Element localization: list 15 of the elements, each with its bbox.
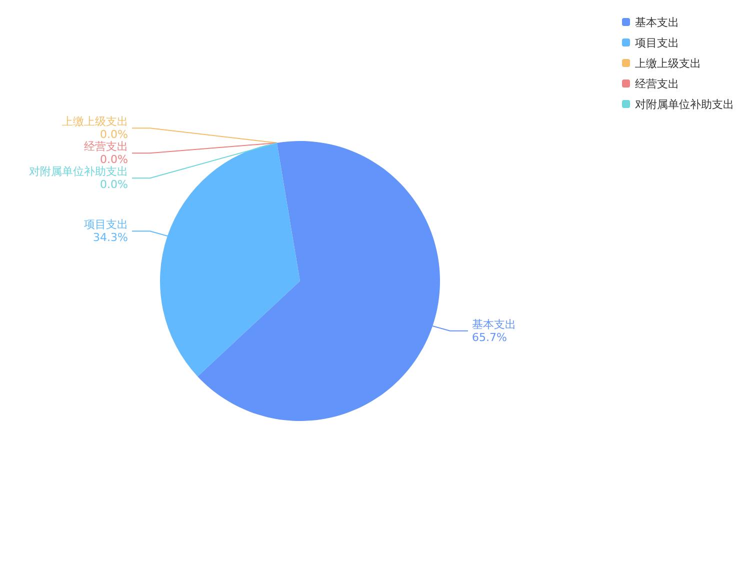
text: 0.0%: [100, 178, 128, 192]
legend-label: 经营支出: [635, 78, 679, 90]
text: 0.0%: [100, 128, 128, 142]
slice-label: 基本支出: [472, 318, 516, 331]
category-label: 上缴上级支出: [62, 115, 128, 128]
legend-label: 上缴上级支出: [635, 57, 701, 70]
legend-label: 对附属单位补助支出: [635, 98, 734, 111]
slice-label: 项目支出: [84, 218, 128, 232]
legend-label: 项目支出: [635, 36, 679, 50]
legend-label: 基本支出: [635, 16, 679, 29]
data-label: 34.3%: [93, 231, 128, 244]
category-label: 经营支出: [84, 140, 128, 154]
data-label: 65.7%: [472, 330, 507, 344]
text: 0.0%: [100, 153, 128, 166]
category-label: 对附属单位补助支出: [29, 165, 128, 178]
